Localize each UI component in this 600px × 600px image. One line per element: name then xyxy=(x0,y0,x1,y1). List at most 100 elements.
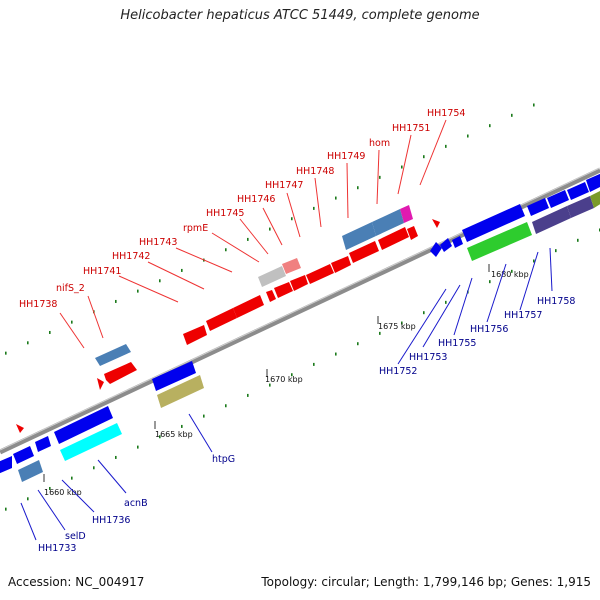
gene-hh1757b[interactable] xyxy=(547,190,569,208)
gene-hh1758b[interactable] xyxy=(586,173,600,192)
gene-hh1756b[interactable] xyxy=(467,222,532,261)
scale-label-1660: 1660 kbp xyxy=(44,488,82,497)
guide-dot xyxy=(313,362,315,366)
guide-dot xyxy=(93,466,95,470)
label-hh1738[interactable]: HH1738 xyxy=(19,299,57,310)
label-hh1742[interactable]: HH1742 xyxy=(112,251,150,262)
label-hh1757[interactable]: HH1757 xyxy=(504,310,542,321)
guide-dot xyxy=(137,289,139,293)
guide-dot xyxy=(181,268,183,272)
gene-hh1754-marker[interactable] xyxy=(432,219,440,228)
guide-dot xyxy=(467,134,469,138)
label-rpme[interactable]: rpmE xyxy=(183,223,208,234)
scale-label-1665: 1665 kbp xyxy=(155,430,193,439)
gene-hh1738[interactable] xyxy=(95,344,131,366)
accession-label: Accession: NC_004917 xyxy=(8,575,145,589)
gene-hh1741[interactable] xyxy=(183,325,207,345)
guide-dot xyxy=(401,321,403,325)
gene-hh1752-fwd[interactable] xyxy=(378,227,409,250)
gene-edge-olive[interactable] xyxy=(590,190,600,208)
label-nifs2[interactable]: nifS_2 xyxy=(56,283,85,294)
label-hh1745[interactable]: HH1745 xyxy=(206,208,244,219)
gene-hh1757-block[interactable] xyxy=(532,206,571,234)
gene-hh1747[interactable] xyxy=(274,282,293,298)
label-acnb[interactable]: acnB xyxy=(124,498,148,509)
gene-hh1758a[interactable] xyxy=(567,182,589,200)
gene-hh1757a[interactable] xyxy=(527,198,549,216)
label-hh1749[interactable]: HH1749 xyxy=(327,151,365,162)
label-hh1752[interactable]: HH1752 xyxy=(379,366,417,377)
gene-rev-arrow-small[interactable] xyxy=(16,424,24,433)
gene-hh1755[interactable] xyxy=(452,236,463,248)
guide-dot xyxy=(533,259,535,263)
label-hh1743[interactable]: HH1743 xyxy=(139,237,177,248)
guide-dot xyxy=(181,424,183,428)
gene-hh1733[interactable] xyxy=(0,456,12,474)
guide-dot xyxy=(27,341,29,345)
guide-dot xyxy=(445,144,447,148)
label-seld[interactable]: selD xyxy=(65,531,86,542)
label-hh1755[interactable]: HH1755 xyxy=(438,338,476,349)
gene-acnb[interactable] xyxy=(60,423,122,461)
guide-dot xyxy=(247,237,249,241)
guide-dot xyxy=(5,507,7,511)
top-leader-lines xyxy=(59,119,447,349)
label-hh1733[interactable]: HH1733 xyxy=(38,543,76,554)
guide-dot xyxy=(49,330,51,334)
gene-hh1742[interactable] xyxy=(206,308,237,331)
guide-dot xyxy=(335,352,337,356)
gene-hh1752[interactable] xyxy=(430,242,442,257)
guide-dot xyxy=(159,279,161,283)
gene-nifs2[interactable] xyxy=(104,362,137,384)
guide-dot xyxy=(423,155,425,159)
guide-dot xyxy=(71,476,73,480)
gene-hh1749-block[interactable] xyxy=(342,222,376,250)
guide-dot xyxy=(49,486,51,490)
label-hh1741[interactable]: HH1741 xyxy=(83,266,121,277)
gene-hh1733b[interactable] xyxy=(13,446,34,464)
guide-dot xyxy=(291,373,293,377)
gene-hh1748[interactable] xyxy=(290,275,308,291)
gene-hh1751-block[interactable] xyxy=(400,205,413,223)
guide-dot xyxy=(137,445,139,449)
guide-dot xyxy=(269,227,271,231)
label-hh1756[interactable]: HH1756 xyxy=(470,324,508,335)
gene-hh1756a[interactable] xyxy=(462,204,525,242)
label-hh1753[interactable]: HH1753 xyxy=(409,352,447,363)
gene-hh1753[interactable] xyxy=(440,238,452,252)
gene-hh1743[interactable] xyxy=(233,295,264,318)
gene-hh1745[interactable] xyxy=(282,258,301,274)
guide-dot xyxy=(313,206,315,210)
gene-hom-block[interactable] xyxy=(372,209,404,236)
gene-htpg-blue[interactable] xyxy=(152,361,196,391)
guide-dot xyxy=(379,175,381,179)
label-hh1748[interactable]: HH1748 xyxy=(296,166,334,177)
gene-hh1746[interactable] xyxy=(266,290,276,302)
map-title: Helicobacter hepaticus ATCC 51449, compl… xyxy=(120,8,480,23)
gene-hh1736[interactable] xyxy=(54,406,113,444)
gene-hh1758-block[interactable] xyxy=(567,196,594,218)
label-hh1736[interactable]: HH1736 xyxy=(92,515,130,526)
gene-seld[interactable] xyxy=(35,436,51,452)
label-hh1751[interactable]: HH1751 xyxy=(392,123,430,134)
guide-dot xyxy=(115,299,117,303)
label-hh1747[interactable]: HH1747 xyxy=(265,180,303,191)
guide-dot xyxy=(401,165,403,169)
gene-hh1751[interactable] xyxy=(349,241,379,263)
guide-dot xyxy=(115,455,117,459)
guide-dot xyxy=(511,269,513,273)
gene-hh1753-fwd[interactable] xyxy=(407,226,418,240)
top-gene-labels: HH1738 nifS_2 HH1741 HH1742 HH1743 rpmE … xyxy=(19,108,465,310)
gene-htpg[interactable] xyxy=(157,375,204,408)
label-hh1758[interactable]: HH1758 xyxy=(537,296,575,307)
label-htpg[interactable]: htpG xyxy=(212,454,235,465)
label-hh1746[interactable]: HH1746 xyxy=(237,194,275,205)
gene-fwd-arrow-small[interactable] xyxy=(97,378,104,390)
label-hom[interactable]: hom xyxy=(369,138,390,149)
label-hh1754[interactable]: HH1754 xyxy=(427,108,465,119)
gene-hh1733-block[interactable] xyxy=(18,460,43,482)
gene-hom[interactable] xyxy=(331,256,351,273)
gene-hh1749[interactable] xyxy=(306,264,334,284)
gene-rpme[interactable] xyxy=(258,266,286,287)
